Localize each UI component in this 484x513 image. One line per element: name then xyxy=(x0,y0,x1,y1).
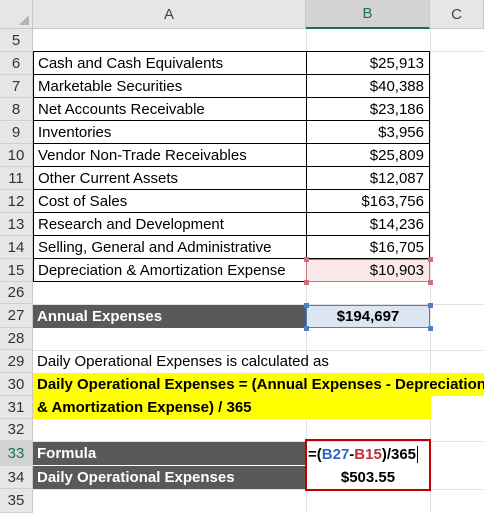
cell-b33-formula-editor[interactable]: =(B27- B15)/365 xyxy=(306,442,430,466)
cell-a9[interactable]: Inventories xyxy=(33,121,306,144)
select-all-icon xyxy=(19,15,29,25)
cell-b6[interactable]: $25,913 xyxy=(306,52,430,75)
column-header-a[interactable]: A xyxy=(33,0,306,29)
cell-a30-formula-text[interactable]: Daily Operational Expenses = (Annual Exp… xyxy=(33,373,484,396)
cell-a34-result-label[interactable]: Daily Operational Expenses xyxy=(33,466,306,489)
ref-handle-icon xyxy=(304,257,309,262)
cell-b9[interactable]: $3,956 xyxy=(306,121,430,144)
row-header[interactable]: 10 xyxy=(0,144,33,167)
row-header[interactable]: 33 xyxy=(0,441,33,466)
gridline xyxy=(430,29,431,513)
row-header[interactable]: 7 xyxy=(0,75,33,98)
row-header[interactable]: 34 xyxy=(0,466,33,489)
column-header-c[interactable]: C xyxy=(430,0,484,29)
row-header[interactable]: 15 xyxy=(0,259,33,282)
cell-a10[interactable]: Vendor Non-Trade Receivables xyxy=(33,144,306,167)
cell-a7[interactable]: Marketable Securities xyxy=(33,75,306,98)
formula-ref-b15: B15 xyxy=(354,445,382,463)
row-header[interactable]: 13 xyxy=(0,213,33,236)
table-top-border xyxy=(33,51,430,52)
cell-a8[interactable]: Net Accounts Receivable xyxy=(33,98,306,121)
formula-open: =( xyxy=(308,445,322,463)
cell-a13[interactable]: Research and Development xyxy=(33,213,306,236)
ref-handle-icon xyxy=(428,303,433,308)
ref-handle-icon xyxy=(428,257,433,262)
cell-a27-annual-label[interactable]: Annual Expenses xyxy=(33,305,306,328)
cell-b11[interactable]: $12,087 xyxy=(306,167,430,190)
cell-b15-referenced[interactable]: $10,903 xyxy=(306,259,430,282)
row-header[interactable]: 5 xyxy=(0,29,33,52)
cell-a14[interactable]: Selling, General and Administrative xyxy=(33,236,306,259)
formula-minus: - xyxy=(349,445,355,463)
column-header-b[interactable]: B xyxy=(306,0,430,29)
cell-b34-result-value[interactable]: $503.55 xyxy=(340,469,396,486)
cell-b10[interactable]: $25,809 xyxy=(306,144,430,167)
formula-ref-b27: B27 xyxy=(321,445,350,463)
cell-b7[interactable]: $40,388 xyxy=(306,75,430,98)
gridline xyxy=(33,489,484,490)
cell-b14[interactable]: $16,705 xyxy=(306,236,430,259)
row-header[interactable]: 8 xyxy=(0,98,33,121)
cell-a33-formula-label[interactable]: Formula xyxy=(33,442,306,466)
cell-a11[interactable]: Other Current Assets xyxy=(33,167,306,190)
row-header[interactable]: 12 xyxy=(0,190,33,213)
row-header[interactable]: 11 xyxy=(0,167,33,190)
row-header[interactable]: 9 xyxy=(0,121,33,144)
cell-a6[interactable]: Cash and Cash Equivalents xyxy=(33,52,306,75)
gridline xyxy=(33,304,484,305)
cell-b27-referenced[interactable]: $194,697 xyxy=(306,305,430,328)
cell-b8[interactable]: $23,186 xyxy=(306,98,430,121)
ref-handle-icon xyxy=(428,326,433,331)
row-header[interactable]: 26 xyxy=(0,282,33,304)
cell-a29-note[interactable]: Daily Operational Expenses is calculated… xyxy=(37,353,329,370)
cell-b12[interactable]: $163,756 xyxy=(306,190,430,213)
row-header[interactable]: 30 xyxy=(0,373,33,396)
ref-handle-icon xyxy=(304,303,309,308)
highlight-box xyxy=(305,439,431,491)
gridline xyxy=(33,441,484,442)
cell-a31-formula-text[interactable]: & Amortization Expense) / 365 xyxy=(33,396,431,419)
cell-a15[interactable]: Depreciation & Amortization Expense xyxy=(33,259,306,282)
formula-close: )/365 xyxy=(381,445,417,463)
row-header[interactable]: 32 xyxy=(0,419,33,441)
cell-b13[interactable]: $14,236 xyxy=(306,213,430,236)
ref-handle-icon xyxy=(428,280,433,285)
row-header[interactable]: 27 xyxy=(0,304,33,328)
row-header[interactable]: 28 xyxy=(0,328,33,350)
ref-handle-icon xyxy=(304,280,309,285)
cell-a12[interactable]: Cost of Sales xyxy=(33,190,306,213)
gridline xyxy=(33,350,484,351)
row-header[interactable]: 35 xyxy=(0,489,33,513)
text-cursor-icon xyxy=(417,445,419,463)
row-header[interactable]: 14 xyxy=(0,236,33,259)
row-header[interactable]: 29 xyxy=(0,350,33,373)
row-header[interactable]: 6 xyxy=(0,52,33,75)
select-all-corner[interactable] xyxy=(0,0,33,29)
ref-handle-icon xyxy=(304,326,309,331)
row-header[interactable]: 31 xyxy=(0,396,33,419)
